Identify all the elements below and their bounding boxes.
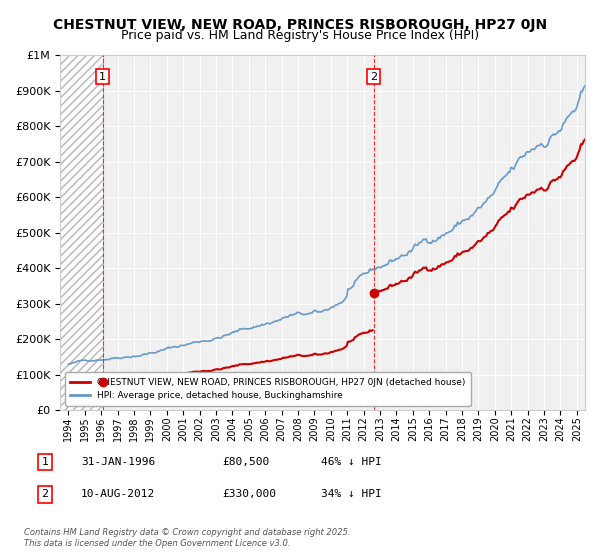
Legend: CHESTNUT VIEW, NEW ROAD, PRINCES RISBOROUGH, HP27 0JN (detached house), HPI: Ave: CHESTNUT VIEW, NEW ROAD, PRINCES RISBORO… [65,372,471,406]
Text: Price paid vs. HM Land Registry's House Price Index (HPI): Price paid vs. HM Land Registry's House … [121,29,479,42]
Text: Contains HM Land Registry data © Crown copyright and database right 2025.
This d: Contains HM Land Registry data © Crown c… [24,528,350,548]
Text: CHESTNUT VIEW, NEW ROAD, PRINCES RISBOROUGH, HP27 0JN: CHESTNUT VIEW, NEW ROAD, PRINCES RISBORO… [53,18,547,32]
Text: 31-JAN-1996: 31-JAN-1996 [81,457,155,467]
Bar [60,55,103,410]
Text: £330,000: £330,000 [222,489,276,500]
Text: 10-AUG-2012: 10-AUG-2012 [81,489,155,500]
Text: 1: 1 [41,457,49,467]
Text: 46% ↓ HPI: 46% ↓ HPI [321,457,382,467]
Text: £80,500: £80,500 [222,457,269,467]
Text: 2: 2 [370,72,377,82]
Text: 34% ↓ HPI: 34% ↓ HPI [321,489,382,500]
Text: 2: 2 [41,489,49,500]
Text: 1: 1 [99,72,106,82]
